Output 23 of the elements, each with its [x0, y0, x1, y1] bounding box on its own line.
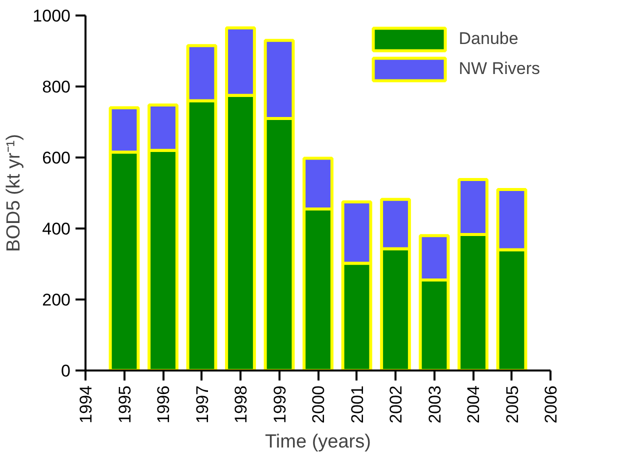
x-tick-label: 2001: [348, 385, 367, 424]
x-tick-label: 1997: [192, 385, 212, 424]
x-tick-label: 2002: [386, 385, 406, 424]
x-tick-label: 2000: [309, 385, 328, 424]
x-tick-label: 1999: [270, 385, 290, 424]
y-tick-label: 600: [42, 148, 71, 168]
x-tick-label: 2003: [425, 385, 444, 424]
x-tick-label: 2006: [542, 385, 560, 424]
x-tick-label: 1996: [154, 385, 173, 424]
y-tick-label: 0: [61, 362, 71, 380]
x-tick-label: 2005: [502, 385, 522, 424]
x-axis-title: Time (years): [265, 431, 371, 452]
x-tick-label: 1994: [76, 385, 96, 424]
legend-label: Danube: [458, 29, 518, 49]
x-tick-label: 1998: [232, 385, 250, 424]
y-tick-label: 400: [42, 220, 71, 238]
y-axis-title: BOD5 (kt yr⁻¹): [4, 134, 25, 252]
x-tick-label: 2004: [464, 385, 483, 424]
legend-label: NW Rivers: [458, 59, 540, 79]
y-tick-label: 200: [42, 290, 71, 310]
y-tick-label: 800: [42, 78, 71, 96]
y-tick-label: 1000: [32, 6, 71, 26]
x-tick-label: 1995: [115, 385, 134, 424]
